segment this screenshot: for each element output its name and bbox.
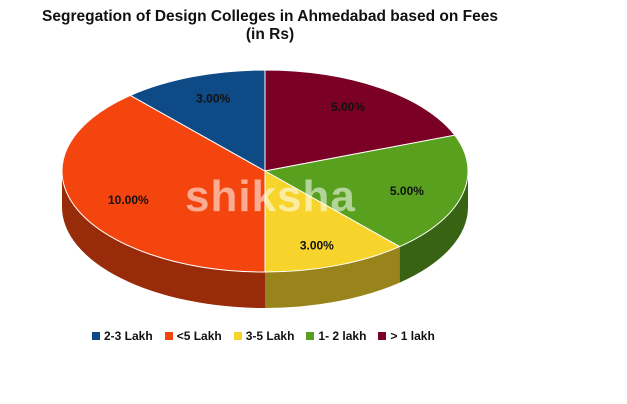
pie-slice-1-lakh [264,69,456,172]
pie-depth-layer [62,171,468,308]
legend-item-1-2-lakh: 1- 2 lakh [306,329,366,343]
legend-label: 1- 2 lakh [318,329,367,343]
pie-label-1-2-lakh: 5.00% [390,184,424,198]
legend-label: <5 Lakh [176,329,222,343]
legend-label: > 1 lakh [390,329,435,343]
legend-item-1-lakh: > 1 lakh [378,329,435,343]
legend-item-3-5-lakh: 3-5 Lakh [233,329,295,343]
pie-top-layer [61,69,469,273]
legend-label: 3-5 Lakh [245,329,295,343]
shiksha-watermark-logo: shiksha [185,172,356,221]
legend-swatch [233,332,242,340]
chart-legend: 2-3 Lakh <5 Lakh 3-5 Lakh 1- 2 lakh > 1 lakh [92,328,435,344]
legend-swatch [164,332,173,340]
chart-title-line2: (in Rs) [245,26,295,43]
pie-slice-3-5-lakh [264,170,401,273]
legend-label: 2-3 Lakh [104,329,153,343]
pie-slice-5-lakh [61,94,266,273]
pie-label-2-3-lakh: 3.00% [196,91,230,105]
pie-side-5-lakh [62,171,265,308]
chart-title-line1: Segregation of Design Colleges in Ahmeda… [42,8,498,25]
chart-title: Segregation of Design Colleges in Ahmeda… [0,8,540,44]
legend-swatch [378,332,387,340]
pie-slice-1-2-lakh [263,134,469,248]
legend-item-5-lakh: <5 Lakh [164,329,222,343]
legend-swatch [306,332,315,340]
pie-label-layer: 5.00% 5.00% 3.00% 10.00% 3.00% [108,91,424,252]
pie-label-5-lakh: 10.00% [108,193,149,207]
pie-side-1-2-lakh [399,171,468,283]
legend-swatch [92,332,100,340]
pie-label-1-lakh: 5.00% [331,100,365,114]
pie-side-3-5-lakh [265,246,400,308]
pie-label-3-5-lakh: 3.00% [300,239,334,253]
pie-slice-2-3-lakh [129,69,266,172]
legend-item-2-3-lakh: 2-3 Lakh [92,329,153,343]
